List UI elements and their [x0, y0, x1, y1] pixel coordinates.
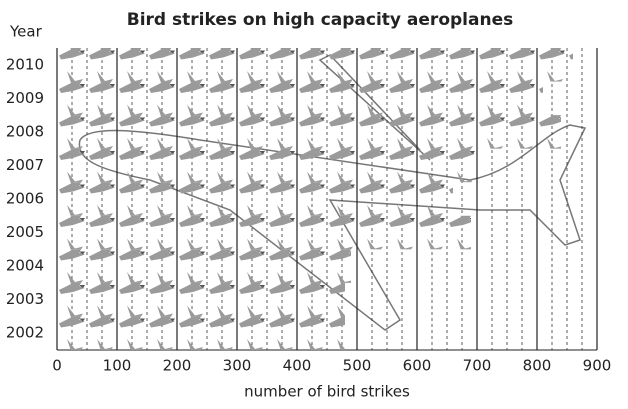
- y-tick-label: 2006: [6, 190, 44, 208]
- y-tick-label: 2004: [6, 257, 44, 275]
- y-tick-label: 2007: [6, 156, 44, 174]
- bird-bar: [57, 48, 573, 82]
- bird-bar: [57, 215, 471, 250]
- y-tick-label: 2009: [6, 89, 44, 107]
- x-tick-label: 0: [52, 357, 62, 375]
- x-tick-label: 900: [583, 357, 612, 375]
- y-axis-label: Year: [9, 23, 43, 41]
- x-axis-label: number of bird strikes: [244, 383, 410, 401]
- y-tick-label: 2003: [6, 290, 44, 308]
- bird-bar: [57, 148, 477, 183]
- y-tick-label: 2010: [6, 55, 44, 73]
- chart-title: Bird strikes on high capacity aeroplanes: [127, 10, 513, 30]
- x-tick-label: 100: [103, 357, 132, 375]
- y-tick-label: 2005: [6, 223, 44, 241]
- x-tick-label: 800: [523, 357, 552, 375]
- bird-bar: [57, 282, 345, 317]
- x-tick-label: 300: [223, 357, 252, 375]
- x-tick-label: 600: [403, 357, 432, 375]
- y-tick-label: 2008: [6, 122, 44, 140]
- x-tick-label: 700: [463, 357, 492, 375]
- bird-bar: [57, 182, 453, 216]
- bird-bar: [57, 249, 351, 283]
- x-tick-label: 200: [163, 357, 192, 375]
- x-tick-label: 500: [343, 357, 372, 375]
- bird-bar: [57, 115, 561, 149]
- y-tick-label: 2002: [6, 324, 44, 342]
- x-tick-label: 400: [283, 357, 312, 375]
- bird-bar: [57, 316, 345, 350]
- bird-bar: [57, 81, 543, 116]
